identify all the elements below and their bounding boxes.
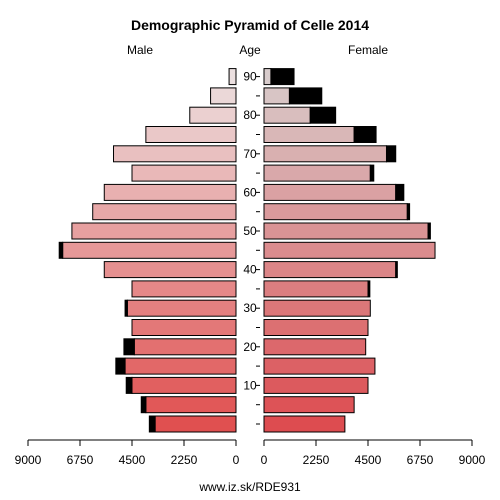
male-bar-85-89 xyxy=(210,87,237,105)
male-bar-10-14 xyxy=(131,376,237,394)
male-bar-55-59 xyxy=(92,203,237,221)
footer-text: www.iz.sk/RDE931 xyxy=(198,480,301,494)
female-bar-60-64 xyxy=(263,183,397,201)
male-x-tick-label: 4500 xyxy=(119,453,146,467)
male-surplus-0-4 xyxy=(148,415,156,433)
female-x-tick-label: 6750 xyxy=(407,453,434,467)
female-bar-75-79 xyxy=(263,126,355,143)
female-bar-25-29 xyxy=(263,319,369,336)
male-bar-25-29 xyxy=(131,319,237,336)
female-x-tick-label: 9000 xyxy=(459,453,486,467)
age-tick-label: 40 xyxy=(243,263,257,277)
female-bar-40-44 xyxy=(263,261,397,279)
female-bar-65-69 xyxy=(263,164,371,182)
female-bar-85-89 xyxy=(263,87,290,105)
male-bar-5-9 xyxy=(145,396,237,414)
female-bar-50-54 xyxy=(263,222,429,240)
male-x-tick-label: 2250 xyxy=(171,453,198,467)
female-x-tick-label: 2250 xyxy=(303,453,330,467)
male-surplus-5-9 xyxy=(140,396,147,414)
male-surplus-30-34 xyxy=(124,299,128,317)
female-bar-45-49 xyxy=(263,241,436,259)
female-surplus-40-44 xyxy=(395,261,398,279)
female-bar-70-74 xyxy=(263,145,387,163)
age-tick-label: 30 xyxy=(243,301,257,315)
female-bar-35-39 xyxy=(263,280,369,298)
age-tick-label: 10 xyxy=(243,378,257,392)
female-surplus-55-59 xyxy=(406,203,411,221)
female-bar-80-84 xyxy=(263,106,311,124)
male-bar-20-24 xyxy=(133,338,237,356)
female-bar-0-4 xyxy=(263,415,346,433)
male-bar-15-19 xyxy=(124,357,237,375)
age-tick-label: 70 xyxy=(243,147,257,161)
male-x-tick-label: 6750 xyxy=(67,453,94,467)
female-surplus-65-69 xyxy=(369,164,375,182)
female-bar-15-19 xyxy=(263,357,376,375)
male-bar-45-49 xyxy=(62,241,237,259)
male-bar-40-44 xyxy=(103,261,237,279)
age-tick-label: 80 xyxy=(243,108,257,122)
female-surplus-60-64 xyxy=(395,183,405,201)
male-bar-50-54 xyxy=(71,222,237,240)
male-bar-75-79 xyxy=(145,126,237,143)
male-label: Male xyxy=(127,43,153,57)
male-bar-65-69 xyxy=(131,164,237,182)
female-bar-20-24 xyxy=(263,338,367,356)
axes-group: 10 20 30 40 50 60 70 80 90 9000 6750 4500 2250 0 0 2250… xyxy=(15,70,486,467)
female-bar-90+ xyxy=(263,68,272,86)
age-tick-label: 90 xyxy=(243,70,257,84)
female-surplus-80-84 xyxy=(309,106,337,124)
male-bar-80-84 xyxy=(189,106,237,124)
female-x-tick-label: 0 xyxy=(261,453,268,467)
male-surplus-15-19 xyxy=(115,357,126,375)
male-bar-35-39 xyxy=(131,280,237,298)
male-bar-0-4 xyxy=(154,415,237,433)
male-bar-90+ xyxy=(228,68,237,86)
male-surplus-10-14 xyxy=(125,376,133,394)
female-surplus-90+ xyxy=(270,68,295,86)
female-x-tick-label: 4500 xyxy=(355,453,382,467)
female-bar-55-59 xyxy=(263,203,408,221)
female-surplus-70-74 xyxy=(385,145,397,163)
female-bar-5-9 xyxy=(263,396,355,414)
bars-group xyxy=(58,68,436,433)
male-surplus-20-24 xyxy=(123,338,135,356)
male-x-tick-label: 9000 xyxy=(15,453,42,467)
male-bar-60-64 xyxy=(103,183,237,201)
female-surplus-75-79 xyxy=(353,126,377,143)
male-x-tick-label: 0 xyxy=(233,453,240,467)
female-label: Female xyxy=(348,43,388,57)
age-tick-label: 50 xyxy=(243,224,257,238)
female-surplus-35-39 xyxy=(367,280,371,298)
male-bar-30-34 xyxy=(126,299,237,317)
male-surplus-45-49 xyxy=(58,241,64,259)
female-bar-10-14 xyxy=(263,376,369,394)
age-tick-label: 60 xyxy=(243,185,257,199)
male-bar-70-74 xyxy=(113,145,237,163)
age-label: Age xyxy=(239,43,261,57)
age-tick-label: 20 xyxy=(243,340,257,354)
female-bar-30-34 xyxy=(263,299,371,317)
female-surplus-50-54 xyxy=(427,222,431,240)
female-surplus-85-89 xyxy=(288,87,323,105)
chart-title: Demographic Pyramid of Celle 2014 xyxy=(131,17,369,33)
